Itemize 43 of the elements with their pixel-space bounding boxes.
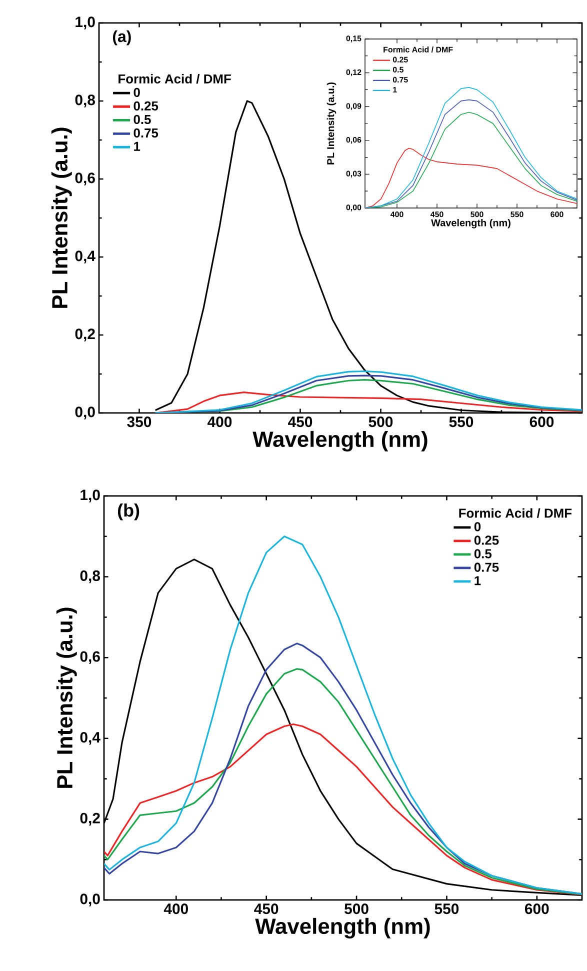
legend-label: 0.75 <box>134 128 158 138</box>
y-tick-label: 0,6 <box>75 172 95 186</box>
x-tick-label: 450 <box>288 416 312 428</box>
x-tick-label: 550 <box>434 904 459 914</box>
legend-label: 0.25 <box>474 536 499 545</box>
y-tick-label: 0,6 <box>80 651 100 664</box>
x-tick-label: 600 <box>530 416 554 428</box>
y-tick-label: 0,4 <box>75 250 96 264</box>
annotation: (a) <box>112 30 131 46</box>
legend-title: Formic Acid / DMF <box>118 74 231 84</box>
legend-label: 1 <box>474 576 481 586</box>
x-tick-label: 400 <box>208 416 232 428</box>
y-tick-label: 0,2 <box>80 812 100 826</box>
y-axis-title: PL Intensity (a.u.) <box>51 128 72 308</box>
x-tick-label: 500 <box>344 904 368 914</box>
legend-title: Formic Acid / DMF <box>459 508 572 518</box>
legend-label: 0.25 <box>134 101 158 111</box>
y-tick-label: 1,0 <box>80 490 100 502</box>
legend-label: 0 <box>134 88 140 98</box>
x-axis-title: Wavelength (nm) <box>431 218 510 228</box>
annotation: (b) <box>118 504 140 520</box>
legend-label: 0.5 <box>134 114 151 124</box>
x-tick-label: 400 <box>164 904 188 914</box>
legend-label: 1 <box>134 142 140 151</box>
y-tick-label: 0,0 <box>75 406 95 420</box>
legend-label: 0.75 <box>474 562 499 572</box>
x-tick-label: 600 <box>524 904 549 914</box>
y-tick-label: 0,4 <box>80 732 100 745</box>
y-axis-title: PL Intensity (a.u.) <box>326 82 336 164</box>
x-tick-label: 550 <box>449 416 474 428</box>
y-tick-label: 0,2 <box>75 328 95 342</box>
y-axis-title: PL Intensity (a.u.) <box>56 608 77 788</box>
x-axis-title: Wavelength (nm) <box>255 918 430 938</box>
y-tick-label: 0,8 <box>80 570 100 584</box>
x-tick-label: 500 <box>368 416 393 428</box>
x-tick-label: 350 <box>127 416 152 428</box>
x-tick-label: 450 <box>254 904 278 914</box>
y-tick-label: 0,8 <box>75 94 96 108</box>
x-axis-title: Wavelength (nm) <box>252 430 428 452</box>
legend-label: 0.5 <box>474 549 492 558</box>
legend-label: 0 <box>474 522 481 532</box>
y-tick-label: 1,0 <box>76 16 95 30</box>
y-tick-label: 0,0 <box>80 894 100 906</box>
